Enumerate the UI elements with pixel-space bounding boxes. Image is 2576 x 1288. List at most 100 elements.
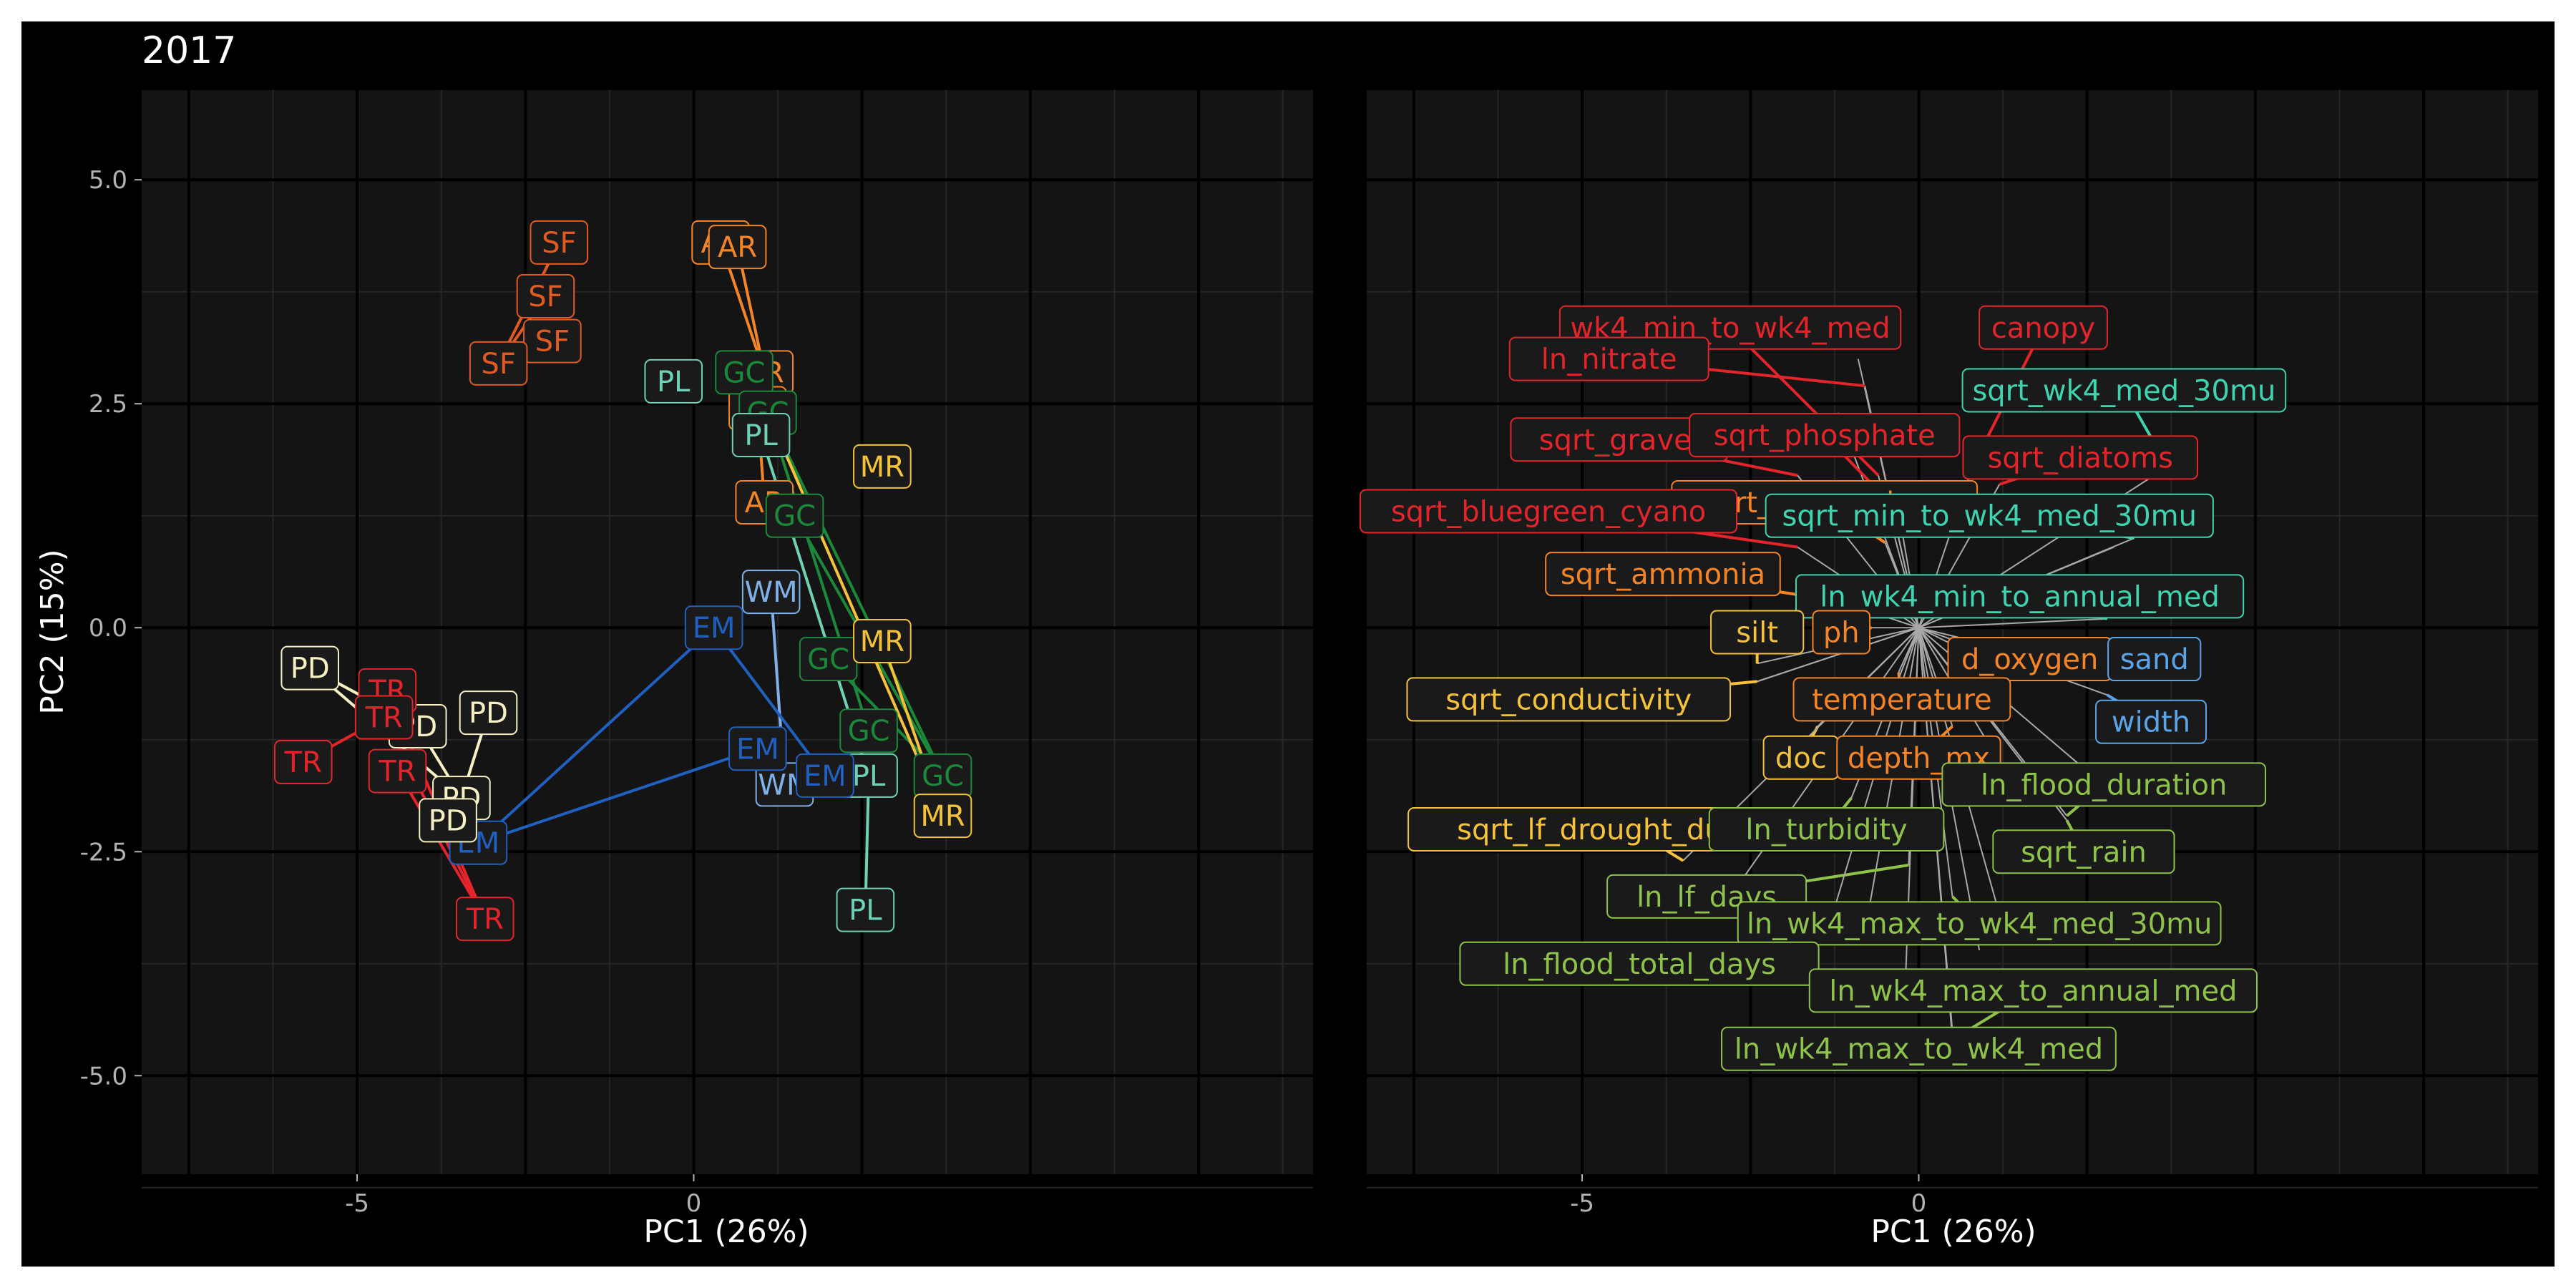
site-label-em: EM [804,760,847,793]
site-path-em [477,626,716,844]
site-label-pl-box [644,358,703,404]
site-label-ar-box [708,225,767,270]
loading-label-ln-turbidity: ln_turbidity [1745,814,1907,847]
loading-label-width-box [2095,699,2207,744]
loading-label-sqrt-bluegreen-cyano-box [1360,489,1738,534]
site-label-tr-box [456,897,514,942]
loadings-x-axis-label: PC1 (26%) [1870,1214,2036,1250]
loading-label-sqrt-diatoms: sqrt_diatoms [1988,441,2173,474]
site-label-mr: MR [860,451,904,484]
loading-label-ln-flood-duration-box [1941,762,2266,807]
site-label-gc: GC [922,760,964,793]
site-path-pl [864,775,871,910]
loading-label-ln-flood-duration: ln_flood_duration [1981,769,2227,801]
loading-label-silt-box [1710,610,1805,655]
loading-label-sqrt-rain: sqrt_rain [2021,836,2147,869]
site-label-tr: TR [466,903,504,936]
loading-label-canopy-box [1979,305,2108,350]
y-tick-label: -2.5 [80,838,127,867]
loading-label-ln-wk4-max-to-wk4-med-box [1721,1026,2117,1071]
site-label-gc-box [839,708,898,753]
loading-label-ln-wk4-max-to-wk4-med-30mu: ln_wk4_max_to_wk4_med_30mu [1747,907,2212,940]
site-label-wm: WM [745,576,798,609]
loading-label-ln-flood-total-days-box [1459,941,1820,986]
loading-label-sqrt-wk4-med-30mu: sqrt_wk4_med_30mu [1972,374,2275,407]
loading-label-sqrt-rain-box [1992,829,2175,874]
loading-label-sqrt-phosphate: sqrt_phosphate [1714,419,1936,452]
site-label-sf-box [469,341,528,386]
site-label-sf: SF [535,326,570,358]
site-label-pl: PL [744,419,778,452]
loading-label-ln-wk4-max-to-wk4-med: ln_wk4_max_to_wk4_med [1735,1033,2103,1066]
loading-label-doc: doc [1775,742,1827,775]
loading-label-sand: sand [2120,643,2189,676]
site-label-pl: PL [852,760,886,793]
loading-label-sqrt-bluegreen-cyano: sqrt_bluegreen_cyano [1391,495,1706,528]
loading-label-temperature-box [1792,677,2011,722]
sites-panel: -505.02.50.0-2.5-5.0SFSFSFSFARARARARARGC… [80,90,1313,1218]
loading-label-sand-box [2107,637,2202,682]
site-label-em-box [684,605,743,650]
site-path-mr [766,411,945,816]
loading-label-ln-turbidity-box [1708,806,1945,852]
site-label-em-box [796,753,854,798]
loading-label-sqrt-ammonia-box [1545,552,1781,597]
y-tick-label: 0.0 [89,614,127,643]
site-path-em [713,627,826,777]
loadings-x-tick-label: -5 [1570,1189,1594,1218]
loading-label-ln-wk4-max-to-annual-med-box [1808,968,2258,1013]
loading-label-ln-wk4-max-to-annual-med: ln_wk4_max_to_annual_med [1829,975,2237,1008]
loading-label-ph: ph [1823,617,1860,650]
loading-ray [1757,627,1919,683]
y-tick-label: -5.0 [80,1062,127,1091]
loading-label-sqrt-conductivity: sqrt_conductivity [1445,683,1692,716]
site-label-gc-box [765,493,824,538]
loading-label-ph-box [1812,610,1871,655]
loading-label-ln-wk4-min-to-annual-med-box [1795,574,2245,619]
loading-label-d-oxygen: d_oxygen [1961,643,2098,676]
site-label-em: EM [693,612,736,645]
loading-label-sqrt-diatoms-box [1962,435,2199,480]
site-label-sf-box [516,273,575,318]
site-label-mr-box [913,794,972,839]
loading-label-ln-nitrate-box [1508,336,1709,381]
site-label-em: EM [736,733,779,766]
site-label-pd: PD [429,804,468,837]
site-label-mr: MR [920,800,965,833]
loading-label-sqrt-min-to-wk4-med-30mu-box [1765,493,2214,538]
site-path-gc [766,411,945,776]
site-label-pd-box [280,645,340,691]
loading-label-width: width [2112,706,2190,739]
site-label-gc: GC [848,715,890,748]
loading-label-ln-nitrate: ln_nitrate [1541,343,1677,376]
site-label-mr-box [853,444,912,489]
loading-label-ln-wk4-max-to-wk4-med-30mu-box [1737,901,2222,946]
site-label-sf-box [523,318,582,364]
site-label-pl: PL [657,366,691,399]
site-label-tr: TR [378,756,416,789]
loading-label-silt: silt [1736,617,1778,650]
loading-label-ln-wk4-min-to-annual-med: ln_wk4_min_to_annual_med [1820,580,2220,613]
site-label-mr: MR [860,625,904,658]
site-label-wm-box [741,570,801,615]
loading-label-sqrt-conductivity-box [1406,677,1732,722]
site-path-tr [396,770,487,920]
site-label-gc: GC [723,356,766,389]
sites-x-tick-label: -5 [345,1189,369,1218]
site-label-pd-box [459,691,518,736]
site-label-sf: SF [481,348,515,381]
sites-x-axis-label: PC1 (26%) [643,1214,809,1250]
site-label-sf: SF [542,227,576,260]
site-label-tr-box [354,695,414,740]
y-tick-label: 2.5 [89,390,127,419]
site-label-pd: PD [291,653,330,686]
site-label-sf-box [530,220,589,265]
figure-title: 2017 [142,29,236,72]
site-label-tr-box [273,740,333,785]
site-label-tr: TR [365,701,403,734]
loading-label-sqrt-gravel: sqrt_gravel [1539,424,1699,457]
site-label-tr-box [368,748,427,794]
site-label-ar: AR [718,231,757,264]
